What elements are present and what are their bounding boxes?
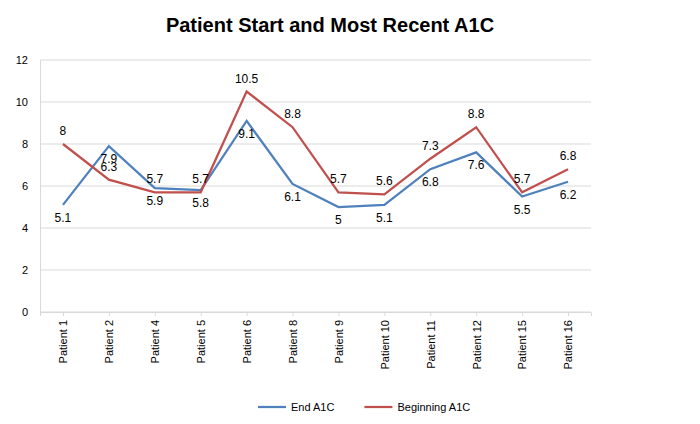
x-tick-label: Patient 4 <box>149 320 161 363</box>
x-tick-label: Patient 1 <box>57 320 69 363</box>
grid-line <box>40 102 591 103</box>
legend-label: End A1C <box>291 401 334 413</box>
data-label: 5.1 <box>376 211 393 225</box>
x-tick-mark <box>155 312 156 316</box>
y-axis: 0 2 4 6 8 10 12 <box>16 54 41 318</box>
data-label: 7.6 <box>468 158 485 172</box>
data-labels: 5.17.95.95.89.16.155.16.87.65.56.286.35.… <box>55 72 577 228</box>
data-label: 6.8 <box>422 175 439 189</box>
x-tick: Patient 10 <box>379 312 391 370</box>
data-label: 5 <box>335 213 342 227</box>
x-tick-mark <box>201 312 202 316</box>
data-label: 10.5 <box>235 72 259 86</box>
data-label: 8.8 <box>468 107 485 121</box>
x-axis-line <box>41 313 592 317</box>
x-tick-label: Patient 15 <box>516 320 528 370</box>
y-tick-label: 12 <box>16 54 28 66</box>
x-tick: Patient 9 <box>333 312 345 363</box>
x-tick-label: Patient 5 <box>195 320 207 363</box>
data-label: 5.5 <box>514 203 531 217</box>
data-label: 8.8 <box>284 107 301 121</box>
x-tick-label: Patient 16 <box>562 320 574 370</box>
y-tick-label: 4 <box>22 222 28 234</box>
grid <box>40 60 591 312</box>
x-tick-mark <box>522 312 523 316</box>
x-tick: Patient 15 <box>516 312 528 370</box>
y-tick: 4 <box>22 222 40 234</box>
x-tick: Patient 5 <box>195 312 207 363</box>
data-label: 5.7 <box>514 172 531 186</box>
x-tick-mark <box>568 312 569 316</box>
data-label: 7.3 <box>422 139 439 153</box>
y-tick: 8 <box>22 138 40 150</box>
legend-swatch <box>364 406 392 408</box>
x-tick-mark <box>109 312 110 316</box>
grid-line <box>40 144 591 145</box>
x-tick-label: Patient 11 <box>425 320 437 369</box>
y-tick-label: 10 <box>16 96 28 108</box>
x-tick-mark <box>338 312 339 316</box>
legend-item: Beginning A1C <box>364 401 470 413</box>
y-tick: 12 <box>16 54 40 66</box>
data-label: 6.8 <box>560 149 577 163</box>
grid-line <box>40 270 591 271</box>
x-tick-label: Patient 12 <box>471 320 483 370</box>
x-tick-label: Patient 2 <box>103 320 115 363</box>
x-tick-mark <box>476 312 477 316</box>
data-label: 5.1 <box>55 211 72 225</box>
data-label: 6.2 <box>560 188 577 202</box>
x-tick-label: Patient 9 <box>333 320 345 363</box>
data-label: 9.1 <box>238 127 255 141</box>
data-label: 5.7 <box>330 172 347 186</box>
legend: End A1C Beginning A1C <box>258 401 470 413</box>
y-tick: 0 <box>22 306 40 318</box>
y-tick-label: 6 <box>22 180 28 192</box>
x-tick: Patient 2 <box>103 312 115 363</box>
x-tick: Patient 1 <box>57 312 69 363</box>
x-axis: Patient 1 Patient 2 Patient 4 Patient 5 Pati… <box>41 312 592 370</box>
x-tick: Patient 8 <box>287 312 299 363</box>
data-label: 8 <box>60 124 67 138</box>
y-tick-label: 0 <box>22 306 28 318</box>
data-label: 5.7 <box>192 172 209 186</box>
data-label: 5.6 <box>376 174 393 188</box>
y-tick: 2 <box>22 264 40 276</box>
series-line <box>63 92 568 195</box>
y-tick: 6 <box>22 180 40 192</box>
data-label: 6.3 <box>101 160 118 174</box>
x-tick-mark <box>247 312 248 316</box>
x-tick: Patient 4 <box>149 312 161 363</box>
x-tick-mark <box>430 312 431 316</box>
grid-line <box>40 60 591 61</box>
x-tick-mark <box>63 312 64 316</box>
x-tick: Patient 16 <box>562 312 574 370</box>
title: Patient Start and Most Recent A1C <box>166 14 494 36</box>
data-label: 5.9 <box>146 194 163 208</box>
x-tick-label: Patient 6 <box>241 320 253 363</box>
y-tick-label: 8 <box>22 138 28 150</box>
data-label: 5.8 <box>192 196 209 210</box>
y-tick-label: 2 <box>22 264 28 276</box>
x-tick: Patient 11 <box>425 312 437 369</box>
x-tick-mark <box>384 312 385 316</box>
series-line <box>63 121 568 207</box>
legend-swatch <box>258 406 286 408</box>
grid-line <box>40 228 591 229</box>
chart: Patient Start and Most Recent A1C 0 2 4 6 8 10… <box>0 0 700 424</box>
legend-item: End A1C <box>258 401 334 413</box>
data-label: 5.7 <box>146 172 163 186</box>
data-label: 6.1 <box>284 190 301 204</box>
x-tick: Patient 12 <box>471 312 483 370</box>
y-axis-line <box>40 61 41 313</box>
legend-label: Beginning A1C <box>397 401 470 413</box>
y-tick: 10 <box>16 96 40 108</box>
x-tick: Patient 6 <box>241 312 253 363</box>
plot-area <box>63 92 568 208</box>
x-tick-mark <box>293 312 294 316</box>
grid-line <box>40 186 591 187</box>
x-tick-label: Patient 8 <box>287 320 299 363</box>
x-tick-label: Patient 10 <box>379 320 391 370</box>
